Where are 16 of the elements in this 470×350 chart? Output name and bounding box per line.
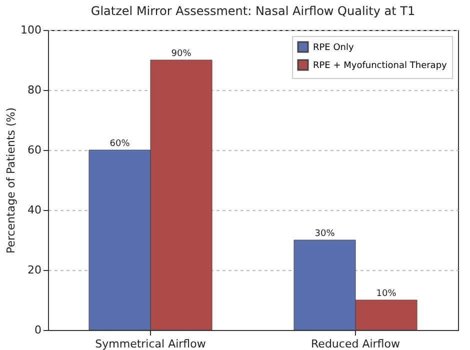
y-tick-label: 60 [28,144,42,156]
x-tick-label: Symmetrical Airflow [95,338,206,350]
y-tick-label: 100 [20,24,42,36]
y-tick-label: 0 [34,324,42,336]
data-label: 90% [171,49,192,59]
data-label: 10% [376,289,397,299]
legend-label: RPE + Myofunctional Therapy [313,61,448,71]
y-axis-title: Percentage of Patients (%) [4,107,18,254]
x-tick-label: Reduced Airflow [311,338,400,350]
data-label: 60% [110,139,130,149]
y-tick-label: 80 [28,84,42,96]
y-tick-label: 20 [28,264,42,276]
legend-label: RPE Only [313,43,355,53]
y-tick-label: 40 [28,204,42,216]
data-label: 30% [314,229,336,239]
chart-title: Glatzel Mirror Assessment: Nasal Airflow Quality at T1 [90,4,416,18]
